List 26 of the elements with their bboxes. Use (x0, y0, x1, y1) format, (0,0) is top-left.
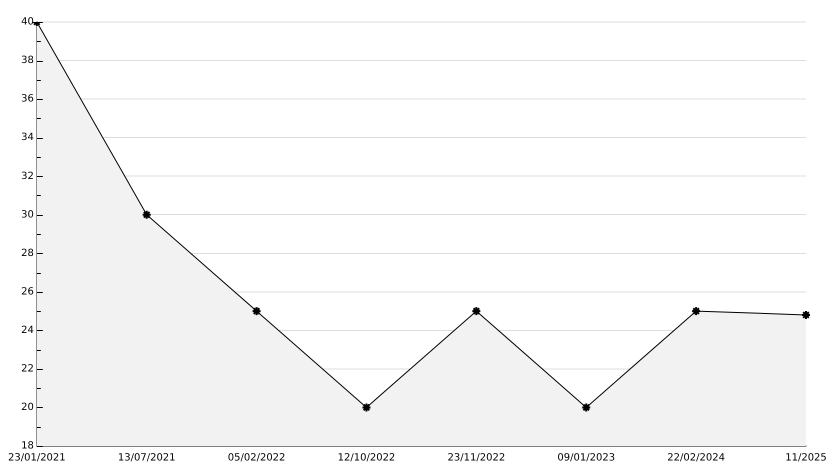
x-tick-label: 22/02/2024 (667, 452, 725, 464)
point (361, 402, 372, 412)
point (581, 402, 592, 412)
x-tick-label: 09/01/2023 (557, 452, 616, 464)
x-tick-label: 23/01/2021 (8, 452, 66, 464)
y-tick-label: 30 (21, 209, 34, 220)
y-tick-label: 18 (21, 440, 34, 452)
y-tick-label: 32 (21, 170, 34, 182)
point (691, 306, 702, 316)
x-tick-label: 11/2025 (785, 452, 827, 464)
x-tick-label: 23/11/2022 (448, 452, 506, 464)
x-tick-label: 13/07/2021 (118, 452, 176, 464)
y-tick-label: 38 (21, 55, 34, 66)
y-tick-label: 34 (21, 132, 34, 144)
y-tick-label: 20 (21, 402, 34, 414)
x-tick-label: 05/02/2022 (228, 452, 286, 464)
point (471, 306, 482, 316)
y-tick-label: 36 (21, 94, 34, 105)
y-tick-label: 26 (21, 286, 34, 298)
y-tick-label: 24 (21, 324, 34, 336)
point (252, 306, 262, 316)
y-tick-label: 40 (21, 16, 34, 28)
y-tick-label: 28 (21, 248, 34, 259)
point (142, 210, 152, 220)
y-tick-label: 22 (21, 364, 34, 375)
x-tick-label: 12/10/2022 (338, 452, 396, 464)
